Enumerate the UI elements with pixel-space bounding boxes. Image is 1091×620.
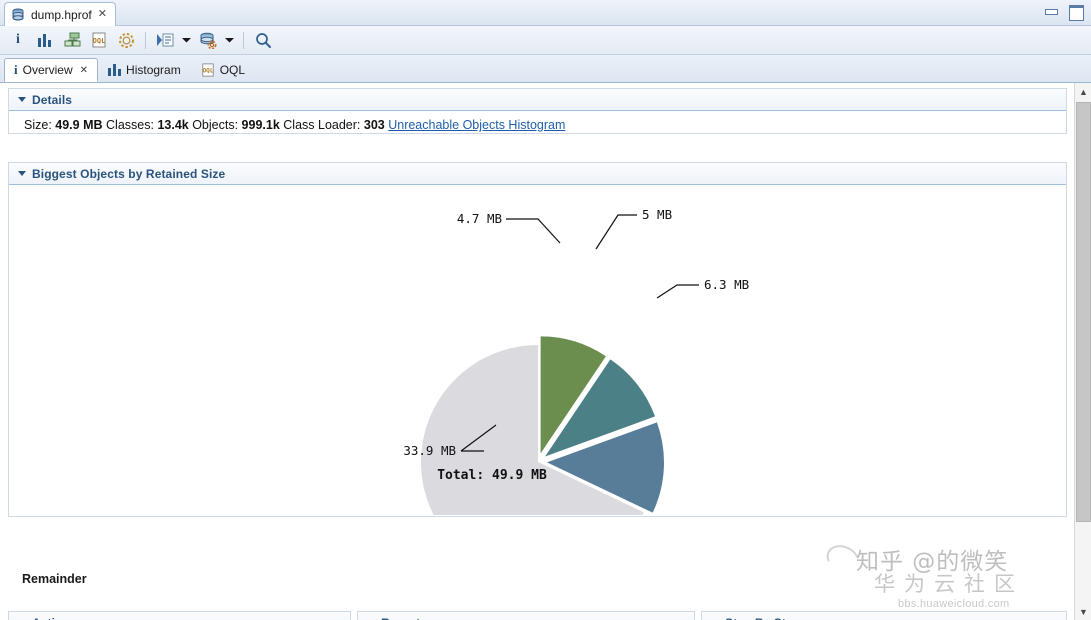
histogram-icon: [108, 64, 122, 76]
leader-line-6-3mb: [656, 284, 699, 299]
tree-glyph: [64, 32, 80, 47]
settings-gear-icon[interactable]: [114, 29, 138, 52]
class-loader-value: 303: [363, 118, 385, 132]
toolbar-separator-1: [145, 31, 146, 49]
label-5mb: 5 MB: [642, 207, 672, 222]
biggest-objects-section-header[interactable]: Biggest Objects by Retained Size: [9, 163, 1066, 185]
tab-oql-label: OQL: [219, 63, 246, 77]
leader-line-5mb: [595, 214, 637, 250]
label-4-7mb: 4.7 MB: [457, 211, 502, 226]
reports-panel-title: Reports: [381, 616, 427, 620]
leader-line-4-7mb: [506, 218, 561, 244]
label-33-9mb: 33.9 MB: [403, 443, 456, 458]
main-toolbar: i OQL: [0, 26, 1091, 55]
view-tab-bar: i Overview ✕ Histogram OQL OQL: [0, 55, 1091, 83]
close-icon[interactable]: ✕: [97, 8, 107, 20]
scrollbar-thumb[interactable]: [1076, 102, 1091, 522]
run-glyph: [157, 33, 174, 47]
chevron-down-icon[interactable]: [18, 171, 26, 176]
slice-5mb[interactable]: [545, 359, 656, 457]
magnifier-glyph: [255, 32, 271, 48]
document-tab-label: dump.hprof: [31, 7, 92, 22]
actions-panel: Actions Histogram: Lists number of insta…: [8, 611, 351, 620]
chevron-down-icon: [182, 38, 191, 43]
reports-panel: Reports Leak Suspects: includes leak sus…: [357, 611, 695, 620]
histogram-glyph: [38, 33, 51, 47]
info-icon[interactable]: i: [16, 32, 20, 47]
scroll-down-icon[interactable]: ▼: [1079, 606, 1088, 617]
chevron-down-icon[interactable]: [18, 97, 26, 102]
slice-6-3mb[interactable]: [546, 422, 664, 513]
size-label: Size:: [24, 118, 52, 132]
dropdown-arrow-1[interactable]: [180, 29, 193, 52]
run-expert-system-icon[interactable]: [153, 29, 177, 52]
gear-glyph: [118, 32, 134, 48]
dropdown-arrow-2[interactable]: [223, 29, 236, 52]
chevron-down-icon: [225, 38, 234, 43]
leader-line-33-9mb: [460, 424, 497, 452]
slice-4-7mb[interactable]: [540, 336, 606, 454]
biggest-objects-section-title: Biggest Objects by Retained Size: [32, 166, 226, 181]
tab-oql[interactable]: OQL OQL: [191, 58, 255, 82]
dominator-tree-icon[interactable]: [60, 29, 84, 52]
heap-dump-icon: [12, 8, 24, 21]
retained-size-pie-chart: 4.7 MB 5 MB 6.3 MB 33.9 MB Total: 49.9 M…: [9, 185, 1066, 515]
toolbar-separator-2: [243, 31, 244, 49]
reports-panel-header[interactable]: Reports: [358, 612, 694, 620]
actions-panel-header[interactable]: Actions: [9, 612, 350, 620]
query-browser-icon[interactable]: [196, 29, 220, 52]
tab-histogram-label: Histogram: [126, 63, 181, 77]
step-by-step-panel: Step By Step Component Report: Ana commo…: [701, 611, 1067, 620]
details-summary-line: Size: 49.9 MB Classes: 13.4k Objects: 99…: [9, 111, 1066, 132]
actions-panel-title: Actions: [32, 616, 77, 620]
document-tab-dump-hprof[interactable]: dump.hprof ✕: [4, 2, 116, 26]
oql-glyph: OQL: [92, 32, 106, 48]
scroll-up-icon[interactable]: ▲: [1079, 86, 1088, 97]
tab-overview-label: Overview: [22, 63, 73, 77]
search-icon[interactable]: [251, 29, 275, 52]
unreachable-objects-histogram-link[interactable]: Unreachable Objects Histogram: [388, 118, 566, 132]
title-bar: dump.hprof ✕: [0, 0, 1091, 26]
pie-chart-svg: 4.7 MB 5 MB 6.3 MB 33.9 MB Total: 49.9 M…: [403, 207, 749, 515]
chart-total-label: Total: 49.9 MB: [437, 468, 547, 483]
tab-histogram[interactable]: Histogram: [98, 58, 191, 82]
window-controls: [1043, 4, 1084, 21]
svg-text:OQL: OQL: [93, 37, 106, 45]
classes-value: 13.4k: [157, 118, 189, 132]
vertical-scrollbar[interactable]: ▲ ▼: [1074, 83, 1091, 620]
tab-overview[interactable]: i Overview ✕: [4, 58, 99, 82]
info-icon: i: [14, 62, 18, 77]
step-by-step-panel-title: Step By Step: [725, 616, 800, 620]
biggest-objects-section: Biggest Objects by Retained Size: [8, 162, 1067, 517]
oql-icon[interactable]: OQL: [87, 29, 111, 52]
step-by-step-panel-header[interactable]: Step By Step: [702, 612, 1066, 620]
histogram-icon[interactable]: [33, 29, 57, 52]
maximize-button[interactable]: [1068, 4, 1084, 21]
details-section-header[interactable]: Details: [9, 89, 1066, 111]
close-icon[interactable]: ✕: [79, 64, 89, 76]
class-loader-label: Class Loader:: [283, 118, 361, 132]
objects-value: 999.1k: [241, 118, 280, 132]
details-section-title: Details: [32, 92, 73, 107]
minimize-button[interactable]: [1043, 4, 1058, 18]
size-value: 49.9 MB: [55, 118, 103, 132]
oql-icon: OQL: [202, 63, 214, 77]
label-6-3mb: 6.3 MB: [704, 277, 749, 292]
db-gear-glyph: [200, 32, 217, 49]
remainder-label: Remainder: [22, 572, 87, 586]
overview-content: Details Size: 49.9 MB Classes: 13.4k Obj…: [0, 83, 1091, 620]
slice-remainder[interactable]: [421, 345, 644, 515]
details-section: Details Size: 49.9 MB Classes: 13.4k Obj…: [8, 88, 1067, 134]
classes-label: Classes:: [106, 118, 154, 132]
svg-text:OQL: OQL: [202, 68, 213, 75]
objects-label: Objects:: [192, 118, 239, 132]
overview-scroll-area: Details Size: 49.9 MB Classes: 13.4k Obj…: [0, 83, 1074, 620]
